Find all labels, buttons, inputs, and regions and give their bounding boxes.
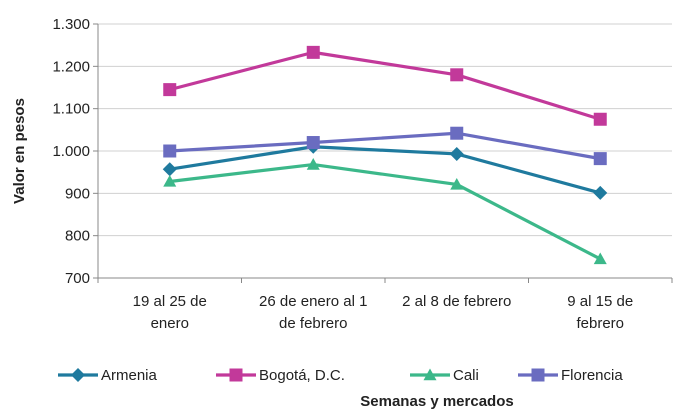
legend: Armenia Bogotá, D.C. Cali Florencia bbox=[58, 367, 623, 384]
legend-label: Cali bbox=[453, 367, 479, 384]
series-florencia bbox=[163, 126, 607, 166]
legend-item: Armenia bbox=[58, 367, 158, 384]
y-tick-label: 1.300 bbox=[52, 16, 90, 33]
data-point bbox=[163, 144, 177, 158]
x-axis-title: Semanas y mercados bbox=[360, 393, 513, 410]
legend-label: Armenia bbox=[101, 367, 158, 384]
data-point bbox=[593, 112, 607, 126]
data-point bbox=[71, 368, 85, 382]
data-point bbox=[163, 83, 177, 97]
data-point bbox=[423, 368, 437, 381]
x-tick-label: 9 al 15 de febrero bbox=[567, 293, 633, 332]
y-tick-labels: 700 800 900 1.000 1.100 1.200 1.300 bbox=[52, 16, 90, 287]
y-tick-label: 1.000 bbox=[52, 143, 90, 160]
series-line bbox=[169, 131, 601, 161]
data-point bbox=[162, 162, 177, 177]
data-point bbox=[531, 368, 545, 382]
series-cali bbox=[163, 158, 607, 265]
data-point bbox=[449, 146, 464, 161]
axes bbox=[97, 24, 673, 283]
y-tick-label: 800 bbox=[65, 228, 90, 245]
x-tick-labels: 19 al 25 de enero 26 de enero al 1 de febre… bbox=[133, 293, 634, 332]
series-line bbox=[169, 162, 601, 261]
y-tick-label: 900 bbox=[65, 185, 90, 202]
legend-item: Cali bbox=[410, 367, 479, 384]
y-tick-label: 700 bbox=[65, 270, 90, 287]
x-tick-label: 19 al 25 de enero bbox=[133, 293, 207, 332]
series-bogot-d-c bbox=[163, 45, 607, 126]
x-tick-label: 2 al 8 de febrero bbox=[402, 293, 511, 310]
series-line bbox=[169, 145, 601, 195]
legend-label: Bogotá, D.C. bbox=[259, 367, 345, 384]
data-point bbox=[450, 68, 464, 82]
y-tick-label: 1.100 bbox=[52, 101, 90, 118]
data-point bbox=[593, 252, 607, 265]
series-line bbox=[169, 50, 601, 121]
legend-label: Florencia bbox=[561, 367, 623, 384]
data-point bbox=[306, 136, 320, 150]
data-point bbox=[306, 45, 320, 59]
legend-item: Florencia bbox=[518, 367, 623, 384]
y-tick-label: 1.200 bbox=[52, 58, 90, 75]
x-tick-label: 26 de enero al 1 de febrero bbox=[259, 293, 367, 332]
y-axis-title: Valor en pesos bbox=[11, 98, 28, 204]
series-layer bbox=[162, 45, 608, 265]
data-point bbox=[163, 174, 177, 187]
data-point bbox=[593, 152, 607, 166]
data-point bbox=[229, 368, 243, 382]
legend-item: Bogotá, D.C. bbox=[216, 367, 345, 384]
data-point bbox=[593, 185, 608, 200]
data-point bbox=[306, 158, 320, 170]
data-point bbox=[450, 177, 464, 190]
data-point bbox=[450, 126, 464, 140]
